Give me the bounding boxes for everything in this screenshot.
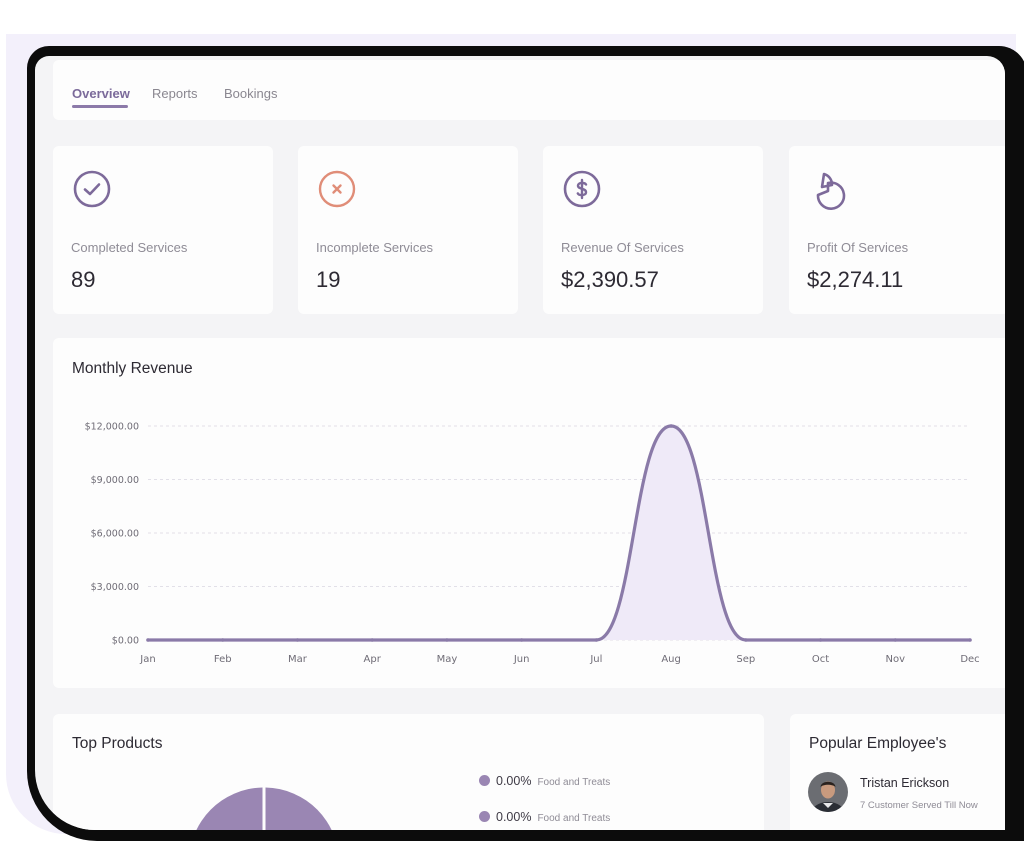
x-circle-icon <box>316 168 358 210</box>
check-circle-icon <box>71 168 113 210</box>
stat-value: 19 <box>316 267 341 292</box>
stat-card-completed-services: Completed Services 89 <box>53 146 273 314</box>
data-point <box>146 638 150 642</box>
tab-bar: Overview Reports Bookings <box>53 60 1005 120</box>
x-tick-label: May <box>437 654 458 665</box>
stat-label: Incomplete Services <box>316 240 434 255</box>
y-tick-label: $3,000.00 <box>91 582 139 593</box>
stat-label: Profit Of Services <box>807 240 909 255</box>
y-tick-label: $0.00 <box>112 636 139 647</box>
legend-dot <box>479 811 490 822</box>
data-point <box>220 638 225 642</box>
avatar[interactable] <box>808 772 848 812</box>
y-tick-label: $6,000.00 <box>91 529 139 540</box>
data-point <box>893 638 898 642</box>
donut-segment <box>265 787 332 830</box>
y-tick-label: $12,000.00 <box>85 422 139 433</box>
x-tick-label: Jun <box>513 654 530 665</box>
data-point <box>445 638 449 642</box>
x-tick-label: Aug <box>661 654 681 665</box>
x-tick-label: Nov <box>886 654 906 665</box>
popular-employees-card: Popular Employee's Tristan Erickson 7 Cu… <box>790 714 1005 830</box>
monthly-revenue-chart: $0.00 $3,000.00 $6,000.00 $9,000.00 $12,000.… <box>85 422 980 666</box>
pie-chart-icon <box>807 168 849 210</box>
popular-employees-title: Popular Employee's <box>809 735 947 752</box>
data-point <box>669 424 673 428</box>
active-tab-indicator <box>72 105 128 108</box>
x-tick-label: Mar <box>288 654 308 665</box>
dollar-circle-icon <box>561 168 603 210</box>
stat-card-incomplete-services: Incomplete Services 19 <box>298 146 518 314</box>
stat-label: Revenue Of Services <box>561 240 684 255</box>
top-products-donut-chart <box>196 787 332 830</box>
legend-item: 0.00% Food and Treats <box>479 810 610 824</box>
stat-card-profit-of-services: Profit Of Services $2,274.11 <box>789 146 1005 314</box>
data-point <box>370 638 374 642</box>
top-products-title: Top Products <box>72 735 163 752</box>
x-tick-label: Apr <box>364 654 382 665</box>
data-point <box>744 638 748 642</box>
y-tick-label: $9,000.00 <box>91 475 139 486</box>
tab-overview[interactable]: Overview <box>72 86 130 101</box>
legend-item: 0.00% Food and Treats <box>479 774 610 788</box>
x-tick-label: Feb <box>214 654 232 665</box>
monthly-revenue-card: Monthly Revenue $0.00 $3,000.00 $6,000.00 $… <box>53 338 1005 688</box>
data-point <box>519 638 524 642</box>
x-tick-label: Dec <box>960 654 979 665</box>
x-tick-label: Jan <box>139 654 155 665</box>
x-tick-label: Sep <box>736 654 755 665</box>
data-point <box>818 638 823 642</box>
tab-bookings[interactable]: Bookings <box>224 86 278 101</box>
employee-name[interactable]: Tristan Erickson <box>860 776 950 790</box>
data-point <box>295 638 300 642</box>
legend-percent: 0.00% <box>496 774 532 788</box>
stat-label: Completed Services <box>71 240 188 255</box>
data-point <box>968 638 972 642</box>
stat-value: 89 <box>71 267 96 292</box>
x-tick-label: Oct <box>812 654 829 665</box>
top-products-card: Top Products 0.00% Food and Treats 0.00% F… <box>53 714 764 830</box>
legend-category: Food and Treats <box>537 777 611 788</box>
legend-category: Food and Treats <box>537 813 611 824</box>
data-point <box>594 638 599 642</box>
donut-segment <box>196 787 263 830</box>
chart-title: Monthly Revenue <box>72 360 193 377</box>
tab-reports[interactable]: Reports <box>152 86 198 101</box>
dashboard-screen: Overview Reports Bookings Completed Serv… <box>35 56 1005 830</box>
legend-dot <box>479 775 490 786</box>
stat-value: $2,274.11 <box>807 267 904 292</box>
legend-percent: 0.00% <box>496 810 532 824</box>
x-tick-label: Jul <box>589 654 602 665</box>
employee-served-count: 7 Customer Served Till Now <box>860 800 978 811</box>
stat-value: $2,390.57 <box>561 267 659 292</box>
stat-card-revenue-of-services: Revenue Of Services $2,390.57 <box>543 146 763 314</box>
